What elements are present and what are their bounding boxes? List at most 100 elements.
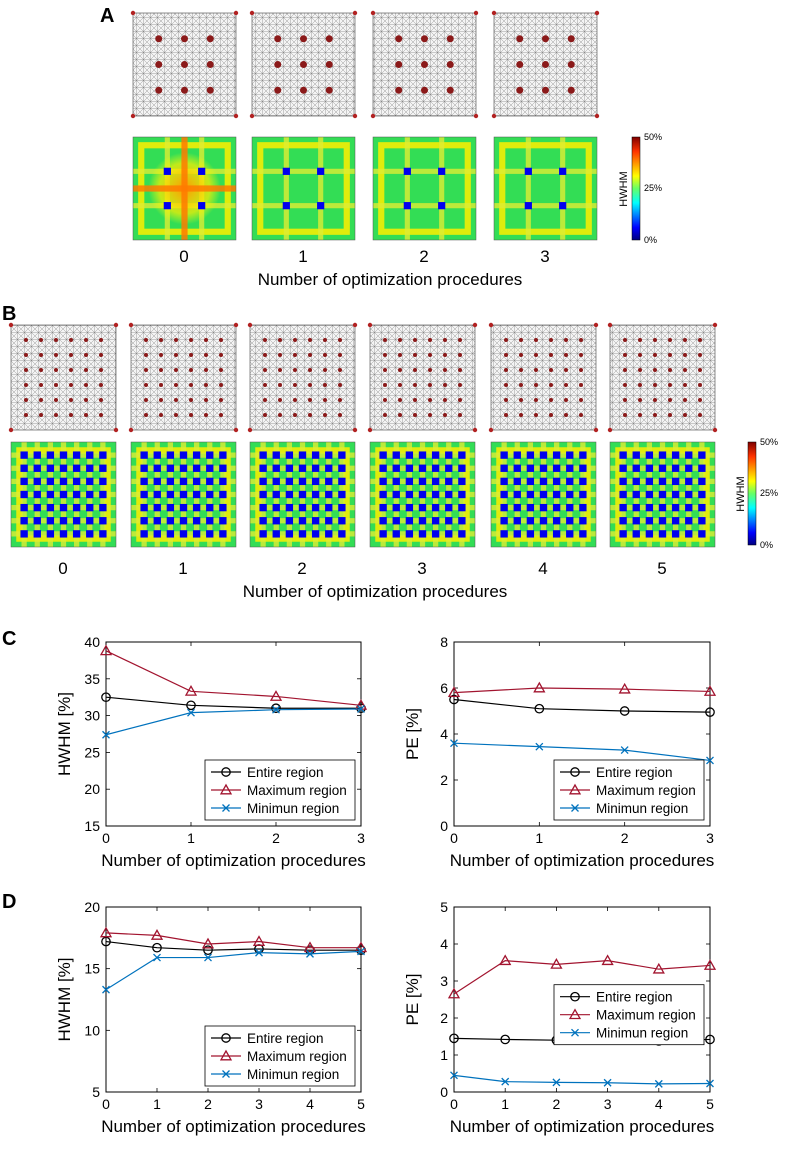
data-point	[204, 953, 212, 962]
series-line-minimun-region	[105, 708, 362, 736]
x-axis-label: Number of optimization procedures	[450, 1117, 715, 1136]
legend: Entire region Maximum region Minimun regio…	[553, 984, 705, 1046]
legend: Entire region Maximum region Minimun regio…	[553, 759, 705, 821]
series-line-maximum-region	[105, 650, 362, 706]
data-point	[501, 1077, 510, 1086]
index-b-3: 3	[417, 559, 426, 578]
y-tick-label: 30	[84, 708, 100, 724]
series-line-minimun-region	[453, 1074, 711, 1085]
index-a-2: 2	[419, 247, 428, 266]
legend-entry: Minimun region	[596, 801, 688, 816]
y-tick-label: 6	[440, 680, 448, 696]
series-line-entire-region	[453, 698, 711, 713]
colorbar-b-tick-mid: 25%	[760, 488, 778, 498]
x-tick-label: 5	[357, 1096, 365, 1112]
y-tick-label: 4	[440, 936, 448, 952]
x-tick-label: 0	[102, 830, 110, 846]
x-tick-label: 2	[621, 830, 629, 846]
y-tick-label: 2	[440, 1010, 448, 1026]
colorbar-a-tick-bottom: 0%	[644, 235, 657, 245]
legend-entry: Entire region	[247, 765, 324, 780]
index-b-4: 4	[538, 559, 547, 578]
heatmap-b-1	[130, 441, 237, 548]
y-axis-label: PE [%]	[403, 708, 422, 760]
data-point	[357, 705, 365, 713]
data-point	[618, 682, 631, 694]
legend-marker	[219, 1049, 233, 1061]
data-point	[201, 937, 215, 949]
y-tick-label: 10	[84, 1022, 100, 1038]
legend-marker	[219, 783, 233, 795]
x-tick-label: 3	[357, 830, 365, 846]
data-point	[272, 705, 280, 714]
data-point	[255, 948, 263, 957]
data-point	[101, 692, 111, 703]
series-line-minimun-region	[105, 950, 362, 991]
y-axis-label: PE [%]	[403, 974, 422, 1026]
legend-marker	[570, 767, 580, 777]
y-tick-label: 15	[84, 818, 100, 834]
y-tick-label: 1	[440, 1047, 448, 1063]
data-point	[449, 694, 459, 705]
heatmap-a-0	[132, 136, 237, 241]
index-a-3: 3	[540, 247, 549, 266]
x-tick-label: 2	[204, 1096, 212, 1112]
legend-marker	[568, 1008, 582, 1020]
legend-marker	[571, 804, 579, 812]
chart-d-left: 0 1 2 3 4 5 5 10 15 20 Number of optimization proc…	[55, 899, 368, 1136]
series-line-entire-region	[105, 696, 361, 709]
x-tick-label: 1	[153, 1096, 161, 1112]
data-point	[499, 954, 512, 966]
data-point	[269, 690, 283, 701]
index-a-0: 0	[179, 247, 188, 266]
data-point	[500, 1034, 511, 1045]
data-point	[187, 708, 195, 717]
heatmap-a-3	[493, 136, 598, 241]
panel-a-xlabel: Number of optimization procedures	[258, 270, 523, 289]
series-line-maximum-region	[105, 932, 361, 949]
mesh-b-0	[8, 322, 119, 433]
colorbar-a-tick-mid: 25%	[644, 183, 662, 193]
y-tick-label: 5	[92, 1084, 100, 1100]
heatmap-b-5	[609, 441, 716, 548]
x-tick-label: 3	[706, 830, 714, 846]
data-point	[603, 1078, 612, 1087]
y-axis-label: HWHM [%]	[55, 957, 74, 1041]
x-axis-label: Number of optimization procedures	[101, 1117, 366, 1136]
series-line-maximum-region	[453, 687, 711, 694]
chart-d-right: 0 1 2 3 4 5 0 1 2 3 4 5 Number of optimization proce…	[403, 899, 717, 1136]
data-point	[99, 926, 113, 938]
data-point	[652, 962, 665, 974]
index-a-1: 1	[298, 247, 307, 266]
data-point	[703, 959, 717, 970]
data-point	[706, 1079, 714, 1088]
data-point	[654, 1079, 663, 1088]
heatmap-a-1	[251, 136, 356, 241]
legend-entry: Maximum region	[247, 783, 347, 798]
index-b-2: 2	[297, 559, 306, 578]
chart-c-right: 0 1 2 3 0 2 4 6 8 Number of optimization procedur…	[403, 634, 717, 870]
x-axis-label: Number of optimization procedures	[101, 851, 366, 870]
y-tick-label: 3	[440, 973, 448, 989]
data-point	[152, 942, 162, 953]
data-point	[619, 706, 630, 716]
data-point	[447, 987, 461, 999]
x-tick-label: 3	[255, 1096, 263, 1112]
legend-entry: Entire region	[596, 990, 673, 1005]
legend-entry: Minimun region	[247, 1067, 339, 1082]
mesh-a-3	[491, 10, 600, 119]
data-point	[102, 985, 110, 994]
y-tick-label: 0	[440, 818, 448, 834]
mesh-b-2	[247, 322, 358, 433]
data-point	[706, 756, 714, 765]
data-point	[449, 1033, 459, 1044]
data-point	[535, 742, 544, 751]
mesh-a-2	[370, 10, 479, 119]
x-tick-label: 4	[306, 1096, 314, 1112]
x-tick-label: 1	[187, 830, 195, 846]
legend-entry: Maximum region	[596, 1008, 696, 1023]
series-line-entire-region	[105, 940, 361, 951]
legend-entry: Minimun region	[247, 801, 339, 816]
data-point	[552, 1078, 561, 1087]
